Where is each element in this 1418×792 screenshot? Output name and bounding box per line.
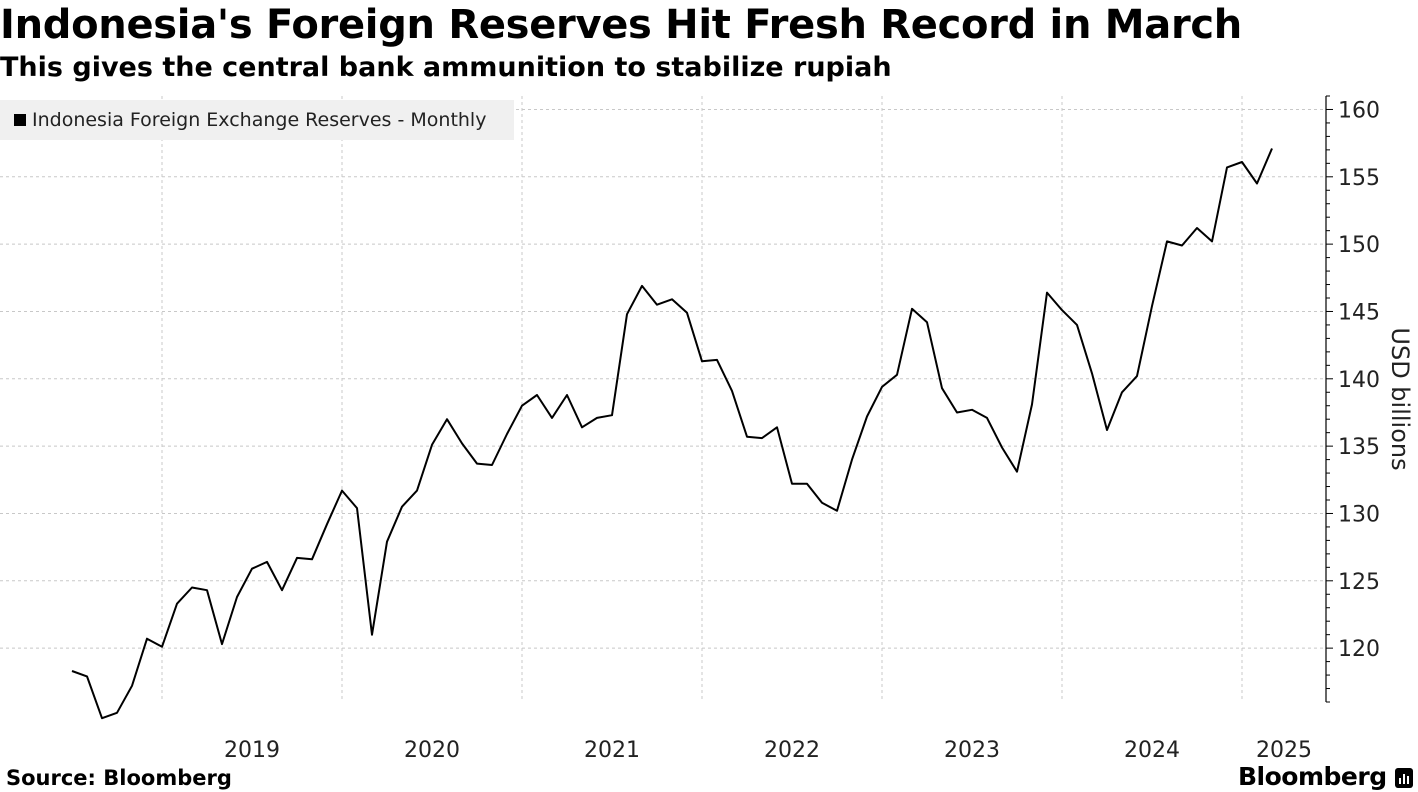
brand-logo-text: Bloomberg: [1238, 762, 1387, 791]
y-tick-label: 160: [1338, 98, 1380, 123]
chart-subtitle: This gives the central bank ammunition t…: [0, 52, 892, 83]
y-tick-label: 140: [1338, 368, 1380, 393]
bloomberg-terminal-icon: [1395, 768, 1413, 788]
legend: Indonesia Foreign Exchange Reserves - Mo…: [0, 100, 514, 140]
y-tick-label: 130: [1338, 502, 1380, 527]
x-tick-label: 2023: [944, 738, 1000, 763]
y-tick-label: 145: [1338, 300, 1380, 325]
x-tick-label: 2024: [1124, 738, 1180, 763]
y-tick-label: 150: [1338, 233, 1380, 258]
y-tick-label: 120: [1338, 637, 1380, 662]
legend-label: Indonesia Foreign Exchange Reserves - Mo…: [32, 109, 487, 131]
source-note: Source: Bloomberg: [6, 766, 232, 790]
y-tick-label: 125: [1338, 570, 1380, 595]
y-tick-label: 135: [1338, 435, 1380, 460]
chart-title: Indonesia's Foreign Reserves Hit Fresh R…: [0, 2, 1242, 48]
x-tick-label: 2022: [764, 738, 820, 763]
x-tick-label: 2025: [1256, 738, 1312, 763]
series-line: [71, 148, 1273, 720]
y-axis-title: USD billions: [1386, 327, 1414, 470]
legend-swatch: [14, 114, 26, 126]
x-tick-label: 2019: [224, 738, 280, 763]
x-tick-label: 2020: [404, 738, 460, 763]
y-tick-label: 155: [1338, 166, 1380, 191]
x-tick-label: 2021: [584, 738, 640, 763]
